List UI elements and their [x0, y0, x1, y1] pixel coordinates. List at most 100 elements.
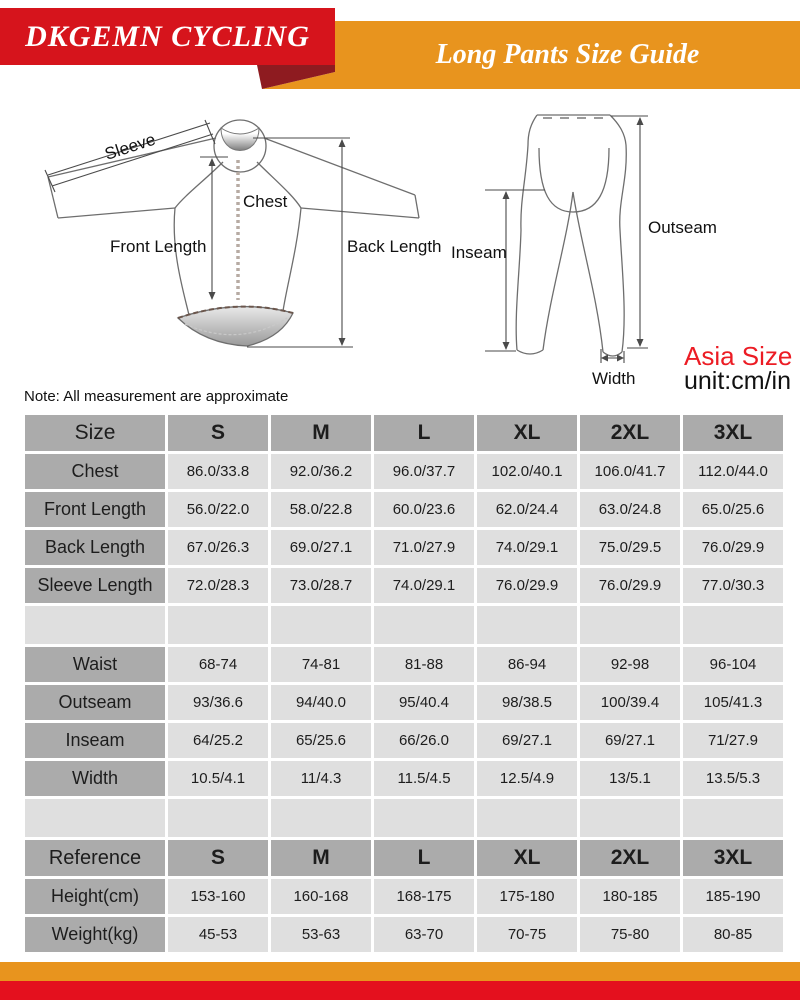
row-label: Waist [25, 647, 165, 682]
size-col-l: L [374, 415, 474, 451]
row-label: Height(cm) [25, 879, 165, 914]
cell: 71/27.9 [683, 723, 783, 758]
spacer-row [25, 606, 783, 644]
jersey-diagram: Sleeve Chest Front Length Back Length [44, 119, 442, 348]
pants-outseam-label: Outseam [648, 218, 717, 237]
jersey-chest-label: Chest [243, 192, 288, 211]
row-label: Width [25, 761, 165, 796]
cell: 95/40.4 [374, 685, 474, 720]
cell: 77.0/30.3 [683, 568, 783, 603]
size-table: Size S M L XL 2XL 3XL Chest 86.0/33.8 92… [22, 412, 786, 955]
pants-width-label: Width [592, 369, 635, 388]
table-row-width: Width 10.5/4.1 11/4.3 11.5/4.5 12.5/4.9 … [25, 761, 783, 796]
brand-banner: DKGEMN CYCLING [0, 8, 335, 65]
page-title-banner: Long Pants Size Guide [335, 21, 800, 89]
size-col-3xl: 3XL [683, 415, 783, 451]
asia-size-label: Asia Size [684, 341, 793, 371]
cell: 12.5/4.9 [477, 761, 577, 796]
table-row-inseam: Inseam 64/25.2 65/25.6 66/26.0 69/27.1 6… [25, 723, 783, 758]
cell: 66/26.0 [374, 723, 474, 758]
cell: 11.5/4.5 [374, 761, 474, 796]
cell: 13.5/5.3 [683, 761, 783, 796]
cell: 76.0/29.9 [477, 568, 577, 603]
cell: 62.0/24.4 [477, 492, 577, 527]
cell: 96-104 [683, 647, 783, 682]
orange-ribbon [262, 21, 800, 89]
cell: 76.0/29.9 [580, 568, 680, 603]
unit-label: unit:cm/in [684, 367, 791, 395]
cell: 112.0/44.0 [683, 454, 783, 489]
brand-title: DKGEMN CYCLING [25, 19, 310, 53]
cell: 96.0/37.7 [374, 454, 474, 489]
reference-header-row: Reference S M L XL 2XL 3XL [25, 840, 783, 876]
size-header-row: Size S M L XL 2XL 3XL [25, 415, 783, 451]
table-row-sleeve-length: Sleeve Length 72.0/28.3 73.0/28.7 74.0/2… [25, 568, 783, 603]
ref-col-xl: XL [477, 840, 577, 876]
size-col-2xl: 2XL [580, 415, 680, 451]
size-header-label: Size [25, 415, 165, 451]
cell: 63-70 [374, 917, 474, 952]
cell: 65/25.6 [271, 723, 371, 758]
table-row-height: Height(cm) 153-160 160-168 168-175 175-1… [25, 879, 783, 914]
table-row-waist: Waist 68-74 74-81 81-88 86-94 92-98 96-1… [25, 647, 783, 682]
cell: 71.0/27.9 [374, 530, 474, 565]
size-col-m: M [271, 415, 371, 451]
table-row-outseam: Outseam 93/36.6 94/40.0 95/40.4 98/38.5 … [25, 685, 783, 720]
pants-inseam-label: Inseam [451, 243, 507, 262]
cell: 69/27.1 [477, 723, 577, 758]
footer-red-bar [0, 981, 800, 1000]
cell: 105/41.3 [683, 685, 783, 720]
cell: 106.0/41.7 [580, 454, 680, 489]
cell: 175-180 [477, 879, 577, 914]
pants-diagram: Outseam Inseam Width [451, 114, 717, 388]
cell: 93/36.6 [168, 685, 268, 720]
cell: 86.0/33.8 [168, 454, 268, 489]
cell: 92-98 [580, 647, 680, 682]
ref-col-l: L [374, 840, 474, 876]
cell: 53-63 [271, 917, 371, 952]
table-row-weight: Weight(kg) 45-53 53-63 63-70 70-75 75-80… [25, 917, 783, 952]
cell: 58.0/22.8 [271, 492, 371, 527]
cell: 75.0/29.5 [580, 530, 680, 565]
table-row-front-length: Front Length 56.0/22.0 58.0/22.8 60.0/23… [25, 492, 783, 527]
jersey-sleeve-label: Sleeve [102, 130, 157, 164]
cell: 45-53 [168, 917, 268, 952]
ref-col-2xl: 2XL [580, 840, 680, 876]
page-title: Long Pants Size Guide [435, 39, 700, 70]
cell: 180-185 [580, 879, 680, 914]
table-row-back-length: Back Length 67.0/26.3 69.0/27.1 71.0/27.… [25, 530, 783, 565]
table-row-chest: Chest 86.0/33.8 92.0/36.2 96.0/37.7 102.… [25, 454, 783, 489]
cell: 81-88 [374, 647, 474, 682]
cell: 10.5/4.1 [168, 761, 268, 796]
cell: 64/25.2 [168, 723, 268, 758]
cell: 98/38.5 [477, 685, 577, 720]
cell: 60.0/23.6 [374, 492, 474, 527]
cell: 74.0/29.1 [477, 530, 577, 565]
row-label: Front Length [25, 492, 165, 527]
cell: 73.0/28.7 [271, 568, 371, 603]
cell: 160-168 [271, 879, 371, 914]
ref-col-m: M [271, 840, 371, 876]
cell: 102.0/40.1 [477, 454, 577, 489]
cell: 72.0/28.3 [168, 568, 268, 603]
cell: 67.0/26.3 [168, 530, 268, 565]
ref-col-3xl: 3XL [683, 840, 783, 876]
note-text: Note: All measurement are approximate [24, 388, 289, 405]
cell: 92.0/36.2 [271, 454, 371, 489]
cell: 100/39.4 [580, 685, 680, 720]
row-label: Inseam [25, 723, 165, 758]
cell: 69.0/27.1 [271, 530, 371, 565]
cell: 185-190 [683, 879, 783, 914]
cell: 168-175 [374, 879, 474, 914]
cell: 74-81 [271, 647, 371, 682]
cell: 74.0/29.1 [374, 568, 474, 603]
jersey-front-length-label: Front Length [110, 237, 206, 256]
row-label: Weight(kg) [25, 917, 165, 952]
cell: 63.0/24.8 [580, 492, 680, 527]
cell: 75-80 [580, 917, 680, 952]
size-col-s: S [168, 415, 268, 451]
cell: 13/5.1 [580, 761, 680, 796]
row-label: Back Length [25, 530, 165, 565]
footer-orange-bar [0, 962, 800, 981]
cell: 70-75 [477, 917, 577, 952]
